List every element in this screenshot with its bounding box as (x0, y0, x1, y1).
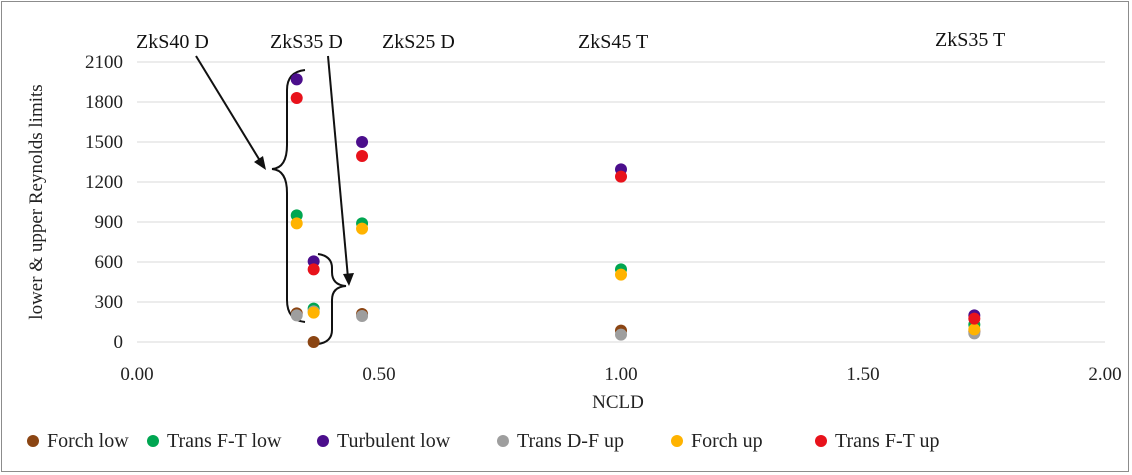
y-tick-label: 1800 (85, 92, 123, 113)
data-point (615, 170, 627, 183)
legend-marker (317, 435, 329, 447)
arrow-head-zks40 (254, 156, 266, 170)
data-point (290, 92, 303, 104)
data-point (290, 73, 303, 86)
data-point (307, 336, 320, 348)
legend-marker (147, 435, 159, 447)
annotations: ZkS40 D ZkS35 D ZkS25 D ZkS45 T ZkS35 T (136, 29, 1005, 53)
data-point (356, 222, 369, 235)
y-tick-label: 900 (95, 212, 124, 233)
arrow-zks35 (327, 55, 349, 279)
legend-label: Trans D-F up (517, 430, 624, 452)
brace-zks35 (317, 253, 347, 345)
data-point (968, 312, 981, 325)
y-tick-label: 600 (95, 252, 124, 273)
y-tick-label: 1500 (85, 132, 123, 153)
data-point (307, 306, 320, 319)
grid-lines (137, 61, 1105, 343)
data-point (356, 136, 369, 148)
data-point (290, 309, 303, 322)
legend: Forch low Trans F-T low Turbulent low Trans… (27, 430, 939, 452)
annotation-braces (195, 55, 354, 345)
y-tick-label: 2100 (85, 52, 123, 73)
data-point (356, 150, 369, 162)
y-tick-label: 1200 (85, 172, 123, 193)
x-tick-label: 1.50 (846, 364, 879, 385)
legend-label: Forch up (691, 430, 763, 452)
legend-label: Forch low (47, 430, 129, 452)
arrow-head-zks35 (343, 273, 354, 286)
legend-marker (27, 435, 39, 447)
annotation-zks25-d: ZkS25 D (382, 31, 455, 53)
x-tick-label: 2.00 (1088, 364, 1121, 385)
annotation-zks35-d: ZkS35 D (270, 31, 343, 53)
x-tick-label: 0.50 (362, 364, 395, 385)
annotation-zks45-t: ZkS45 T (578, 31, 648, 53)
brace-zks40 (271, 69, 306, 323)
annotation-zks35-t: ZkS35 T (935, 29, 1005, 51)
data-point (290, 217, 303, 230)
legend-label: Trans F-T up (835, 430, 939, 452)
x-axis-title: NCLD (592, 392, 644, 413)
y-tick-label: 0 (114, 332, 124, 353)
annotation-zks40-d: ZkS40 D (136, 31, 209, 53)
x-tick-label: 0.00 (120, 364, 153, 385)
legend-label: Trans F-T low (167, 430, 282, 452)
legend-label: Turbulent low (337, 430, 451, 452)
legend-marker (815, 435, 827, 447)
legend-marker (497, 435, 509, 447)
data-point (356, 310, 369, 322)
y-tick-label: 300 (95, 292, 124, 313)
data-point (615, 268, 627, 281)
axis-labels: lower & upper Reynolds limits NCLD 0 300 6… (26, 52, 1122, 413)
y-axis-title: lower & upper Reynolds limits (26, 84, 47, 319)
x-tick-label: 1.00 (604, 364, 637, 385)
data-point (968, 323, 981, 336)
data-point (307, 263, 320, 276)
data-points (290, 73, 981, 348)
data-point (615, 328, 627, 341)
arrow-zks40 (195, 55, 263, 165)
legend-marker (671, 435, 683, 447)
